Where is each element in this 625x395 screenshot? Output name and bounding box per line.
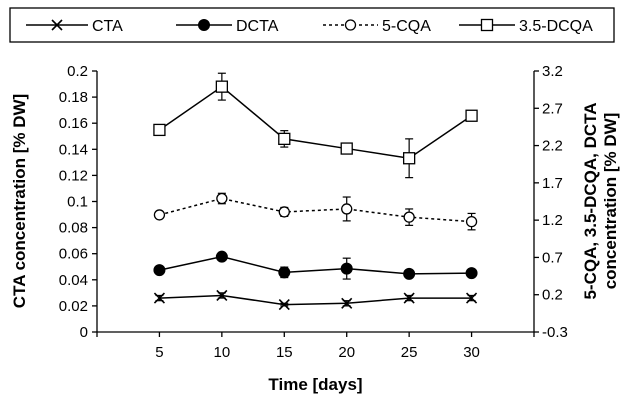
data-point [153,292,165,304]
data-point [403,211,415,223]
y-left-axis-title: CTA concentration [% DW] [10,94,29,308]
y-left-tick-label: 0.16 [59,115,88,132]
series-cta [153,289,478,311]
legend-label: 3.5-DCQA [519,18,593,35]
legend-marker [344,19,357,31]
data-point [403,267,416,280]
y-left-tick-label: 0.04 [59,272,88,289]
marker-stroke [466,292,478,304]
y-right-tick-label: 0.2 [542,287,563,304]
legend-marker [51,19,63,31]
y-right-axis-title-line2: concentration [% DW] [601,113,620,290]
y-left-tick-label: 0.02 [59,298,88,315]
y-left-tick-label: 0.08 [59,220,88,237]
marker-stroke [51,19,63,31]
y-left-tick-label: 0.18 [59,89,88,106]
marker-stroke [216,289,228,302]
data-point [465,215,478,228]
legend-label: DCTA [236,18,279,35]
x-tick-label: 15 [276,344,293,361]
axes: 5 10 15 20 25 30 0 0.02 0.04 0.06 0.08 0.1 0.12 0.14… [59,63,568,361]
legend-marker [480,18,494,32]
legend-item-cta: CTA [26,18,123,35]
x-tick-label: 5 [155,344,163,361]
legend-label: 5-CQA [382,18,431,35]
legend-item-dcta: DCTA [176,18,279,35]
data-point [153,209,166,221]
y-right-tick-label: 2.2 [542,138,563,155]
data-point [215,250,228,263]
x-axis-title: Time [days] [268,375,362,394]
y-right-tick-label: 2.7 [542,100,563,117]
legend-item-5-cqa: 5-CQA [323,18,431,35]
x-tick-label: 10 [214,344,231,361]
data-point [465,109,478,122]
data-point [340,262,353,275]
marker-stroke [153,292,165,304]
y-right-tick-label: 0.7 [542,249,563,266]
data-point [278,266,291,279]
series-line [159,197,472,223]
data-point [278,206,290,218]
data-point [216,289,228,302]
y-left-tick-label: 0.12 [59,167,88,184]
x-tick-label: 30 [463,344,480,361]
y-right-tick-label: 3.2 [542,63,563,80]
y-left-tick-label: 0.1 [67,194,88,211]
series-line [159,294,472,306]
marker-stroke [341,297,353,309]
data-point [341,297,353,309]
y-left-tick-label: 0 [80,324,88,341]
series-dcta [153,250,478,280]
y-right-axis-title-line1: 5-CQA, 3.5-DCQA, DCTA [581,102,600,299]
legend-item-3-5-dcqa: 3.5-DCQA [459,18,593,35]
data-point [465,267,478,280]
data-point [153,264,166,277]
data-point [278,132,291,146]
legend: CTA DCTA 5-CQA 3.5-DCQA [9,7,615,43]
series-line [159,85,472,160]
data-point [278,299,290,311]
series-line [159,255,472,275]
legend-label: CTA [92,18,123,35]
marker-stroke [278,299,290,311]
series-layer [153,72,478,311]
series-3-5-dcqa [153,72,478,179]
y-right-tick-label: -0.3 [542,324,568,341]
data-point [216,192,228,205]
y-right-tick-label: 1.7 [542,175,563,192]
x-tick-label: 20 [338,344,355,361]
data-point [341,203,353,215]
data-point [402,152,416,165]
data-point [340,142,353,155]
legend-marker [198,19,210,31]
series-5-cqa [153,192,478,231]
y-right-tick-label: 1.2 [542,212,563,229]
data-point [466,292,478,304]
x-tick-label: 25 [401,344,418,361]
data-point [403,292,415,304]
y-left-tick-label: 0.06 [59,246,88,263]
y-left-tick-label: 0.2 [67,63,88,80]
y-left-tick-label: 0.14 [59,141,88,158]
data-point [153,123,166,137]
marker-stroke [403,292,415,304]
data-point [215,80,229,93]
